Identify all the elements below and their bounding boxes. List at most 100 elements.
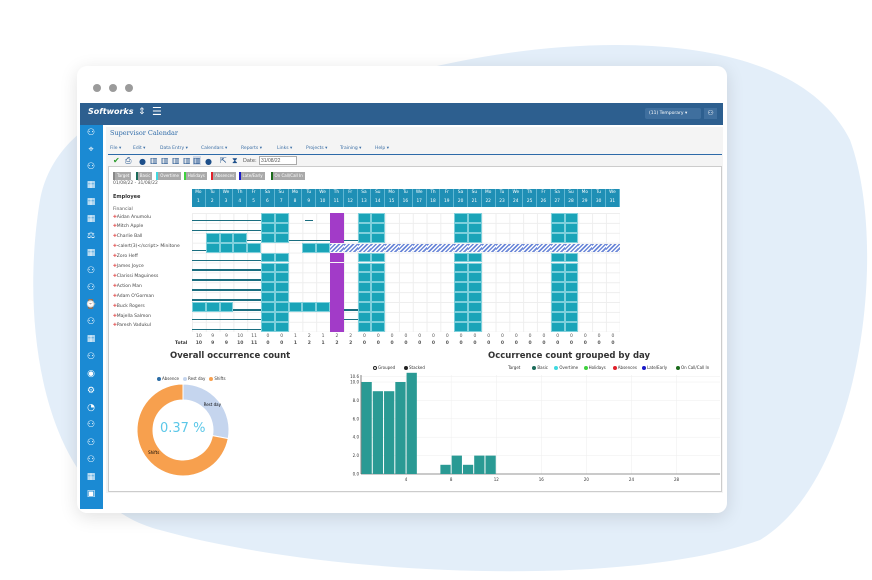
day-header[interactable]: Mo 15	[385, 189, 399, 207]
hatched-cell[interactable]	[343, 243, 358, 252]
shift-cell[interactable]	[357, 321, 372, 332]
bar-mode-grouped[interactable]: Grouped	[373, 365, 395, 370]
switch-icon[interactable]: ⇕	[138, 107, 146, 117]
bar[interactable]	[440, 464, 451, 474]
day-header[interactable]: Tu 30	[592, 189, 606, 207]
sidebar-nav-icon[interactable]: ⚇	[86, 265, 96, 276]
employee-name[interactable]: Action Man	[113, 284, 142, 289]
bar-legend-target[interactable]: Target	[508, 365, 521, 370]
menu-links[interactable]: Links ▾	[277, 146, 293, 151]
bar-legend-basic[interactable]: Basic	[532, 365, 548, 370]
shift-line[interactable]	[219, 269, 234, 271]
shift-cell[interactable]	[247, 242, 261, 253]
shift-line[interactable]	[219, 299, 234, 301]
day-header[interactable]: Th 11	[330, 189, 344, 207]
sidebar-nav-icon[interactable]: ▦	[86, 196, 96, 207]
shift-cell[interactable]	[274, 232, 289, 243]
shift-cell[interactable]	[261, 222, 275, 233]
shift-cell[interactable]	[564, 252, 579, 263]
menu-reports[interactable]: Reports ▾	[241, 146, 262, 151]
shift-cell[interactable]	[564, 302, 579, 312]
day-header[interactable]: Tu 9	[302, 189, 317, 207]
hatched-cell[interactable]	[523, 243, 537, 252]
shift-cell[interactable]	[454, 262, 468, 273]
shift-cell[interactable]	[550, 232, 565, 243]
hatched-cell[interactable]	[357, 243, 372, 252]
day-header[interactable]: Th 18	[426, 189, 441, 207]
shift-cell[interactable]	[454, 222, 468, 233]
shift-line[interactable]	[205, 229, 220, 232]
shift-cell[interactable]	[371, 252, 386, 263]
shift-line[interactable]	[233, 318, 248, 321]
shift-cell[interactable]	[564, 292, 579, 303]
employee-name[interactable]: <alert(3)</script> Minitone	[113, 244, 180, 249]
hatched-cell[interactable]	[330, 243, 344, 252]
day-header[interactable]: Sa 27	[550, 189, 565, 207]
shift-cell[interactable]	[371, 213, 386, 223]
shift-cell[interactable]	[550, 252, 565, 263]
sidebar-nav-icon[interactable]: ⚇	[86, 162, 96, 173]
shift-line[interactable]	[205, 279, 220, 281]
shift-cell[interactable]	[468, 282, 482, 293]
day-header[interactable]: We 3	[219, 189, 234, 207]
hatched-cell[interactable]	[537, 243, 551, 252]
shift-line[interactable]	[205, 269, 220, 271]
shift-cell[interactable]	[233, 232, 248, 243]
shift-cell[interactable]	[564, 222, 579, 233]
shift-cell[interactable]	[468, 232, 482, 243]
menu-dataentry[interactable]: Data Entry ▾	[160, 146, 188, 151]
shift-cell[interactable]	[564, 321, 579, 332]
shift-cell[interactable]	[261, 232, 275, 243]
day-header[interactable]: Mo 1	[192, 189, 206, 207]
legend-item-rest-day[interactable]: Rest day	[183, 376, 205, 381]
shift-line[interactable]	[192, 279, 206, 281]
employee-name[interactable]: Zoro Heff	[113, 254, 138, 259]
shift-line[interactable]	[219, 259, 234, 261]
shift-cell[interactable]	[274, 321, 289, 332]
shift-cell[interactable]	[357, 262, 372, 273]
legend-item-shifts[interactable]: Shifts	[209, 376, 226, 381]
day-header[interactable]: Fr 19	[440, 189, 455, 207]
bar-legend-absences[interactable]: Absences	[612, 365, 637, 370]
shift-cell[interactable]	[468, 222, 482, 233]
shift-line[interactable]	[192, 249, 206, 252]
bar[interactable]	[361, 382, 372, 474]
shift-line[interactable]	[343, 318, 358, 321]
shift-cell[interactable]	[550, 282, 565, 293]
shift-line[interactable]	[219, 279, 234, 281]
day-header[interactable]: Sa 20	[454, 189, 468, 207]
shift-line[interactable]	[247, 279, 261, 281]
day-header[interactable]: Sa 13	[357, 189, 372, 207]
day-header[interactable]: Fr 5	[247, 189, 261, 207]
hatched-cell[interactable]	[564, 243, 579, 252]
day-header[interactable]: Th 4	[233, 189, 248, 207]
shift-cell[interactable]	[550, 292, 565, 303]
shift-cell[interactable]	[564, 213, 579, 223]
absence-cell[interactable]	[330, 213, 344, 223]
shift-cell[interactable]	[550, 213, 565, 223]
shift-cell[interactable]	[371, 222, 386, 233]
user-role-dropdown[interactable]: (11) Temporary ▾	[645, 108, 701, 119]
shift-line[interactable]	[192, 318, 206, 321]
hatched-cell[interactable]	[550, 243, 565, 252]
hatched-cell[interactable]	[412, 243, 427, 252]
shift-line[interactable]	[192, 299, 206, 301]
absence-cell[interactable]	[330, 292, 344, 303]
bar[interactable]	[462, 464, 474, 474]
shift-cell[interactable]	[274, 213, 289, 223]
day-header[interactable]: Su 21	[468, 189, 482, 207]
shift-line[interactable]	[247, 219, 261, 222]
shift-line[interactable]	[247, 289, 261, 291]
bar-legend-lateearly[interactable]: Late/Early	[642, 365, 667, 370]
day-header[interactable]: Tu 2	[205, 189, 220, 207]
hatched-cell[interactable]	[578, 243, 593, 252]
day-header[interactable]: We 31	[606, 189, 620, 207]
shift-line[interactable]	[219, 318, 234, 321]
employee-name[interactable]: Adam O'Gorman	[113, 294, 154, 299]
shift-line[interactable]	[233, 328, 248, 331]
day-header[interactable]: Su 7	[274, 189, 289, 207]
shift-cell[interactable]	[564, 232, 579, 243]
shift-cell[interactable]	[192, 302, 206, 312]
day-header[interactable]: We 10	[316, 189, 330, 207]
hamburger-menu-icon[interactable]: ☰	[152, 105, 162, 118]
